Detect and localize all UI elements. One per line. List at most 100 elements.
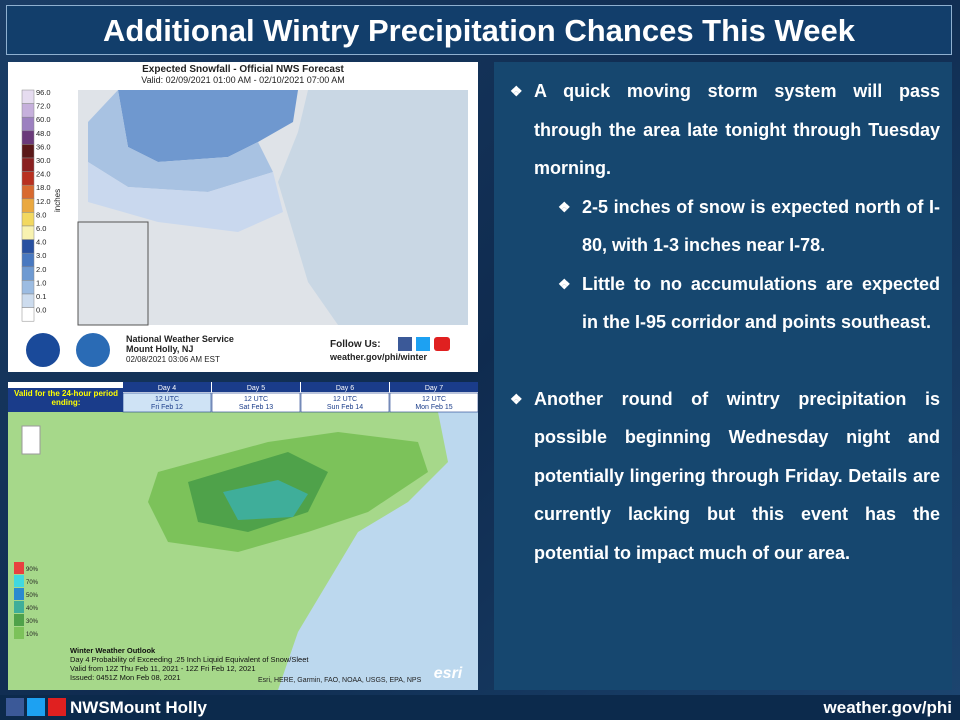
legend-swatch	[14, 627, 24, 639]
period-label: Valid for the 24-hour period ending:	[13, 389, 118, 407]
county-border	[77, 221, 149, 326]
legend-swatch	[21, 293, 35, 308]
caption-line: Winter Weather Outlook	[70, 646, 156, 655]
legend-swatch	[21, 116, 35, 132]
facebook-icon	[6, 698, 24, 716]
legend-swatch	[14, 601, 24, 613]
legend-label: 48.0	[36, 129, 51, 138]
legend-swatch	[21, 144, 35, 159]
day-time: 12 UTC	[155, 396, 179, 403]
bullet: ❖ A quick moving storm system will pass t…	[506, 72, 940, 188]
bullet-marker: ❖	[510, 390, 523, 407]
legend-label: 18.0	[36, 183, 51, 192]
nws-logo	[76, 333, 110, 367]
follow: Follow Us:	[330, 339, 381, 350]
legend-swatch	[21, 157, 35, 172]
caption-line: Issued: 0451Z Mon Feb 08, 2021	[70, 673, 181, 682]
legend-label: 36.0	[36, 142, 51, 151]
day-date: Fri Feb 12	[151, 404, 183, 411]
day-date: Sat Feb 13	[239, 404, 273, 411]
facebook-icon	[398, 337, 412, 351]
legend-label: 10%	[26, 632, 39, 638]
legend-swatch	[21, 184, 35, 200]
zoom-control[interactable]	[21, 425, 41, 455]
snow-trace-1	[88, 162, 283, 232]
legend-swatch	[21, 89, 35, 104]
url: weather.gov/phi/winter	[329, 352, 428, 362]
legend-swatch	[14, 575, 24, 587]
day-header	[123, 382, 211, 392]
legend-label: 6.0	[36, 224, 46, 233]
legend-label: 96.0	[36, 88, 51, 97]
day-header	[212, 382, 300, 392]
day-label: Day 5	[247, 385, 265, 392]
legend-swatch	[14, 562, 24, 574]
period-box	[8, 388, 123, 412]
legend-swatch	[21, 212, 35, 227]
day-date: Sun Feb 14	[327, 404, 363, 411]
legend-label: 3.0	[36, 251, 46, 260]
day-tab[interactable]	[389, 392, 478, 413]
legend-label: 90%	[26, 567, 39, 573]
bullet-text: A quick moving storm system will pass th…	[534, 81, 940, 178]
day-header	[390, 382, 478, 392]
day-tab[interactable]	[300, 392, 390, 413]
bullet: ❖ Little to no accumulations are expected…	[506, 265, 940, 342]
footer: NWSMount Holly weather.gov/phi	[0, 695, 960, 720]
bullet-marker: ❖	[558, 275, 571, 292]
footer-handle: NWSMount Holly	[70, 698, 207, 717]
twitter-icon	[416, 337, 430, 351]
outlook-map: Valid for the 24-hour period ending: Day…	[8, 382, 478, 690]
twitter-icon	[27, 698, 45, 716]
office: National Weather Service	[126, 334, 234, 344]
legend-label: 30.0	[36, 156, 51, 165]
legend: 90% 70% 50% 40% 30% 10%	[12, 558, 46, 640]
caption-line: Valid from 12Z Thu Feb 11, 2021 - 12Z Fr…	[70, 664, 256, 673]
legend: 96.0 72.0 60.0 48.0 36.0 30.0 24.0 18.0 12.0 8.0 6…	[21, 88, 51, 322]
legend-label: 24.0	[36, 170, 51, 179]
day-header	[301, 382, 389, 392]
youtube-icon	[48, 698, 66, 716]
location: Mount Holly, NJ	[126, 344, 193, 354]
day-time: 12 UTC	[333, 396, 357, 403]
day-label: Day 7	[425, 385, 443, 392]
noaa-logo	[26, 333, 60, 367]
legend-label: 2.0	[36, 265, 46, 274]
bullet-text: Another round of wintry precipitation is…	[534, 388, 940, 563]
youtube-icon	[434, 337, 450, 351]
day-date: Mon Feb 15	[415, 404, 452, 411]
day-time: 12 UTC	[244, 396, 268, 403]
legend-swatch	[21, 280, 35, 295]
prob-70	[223, 480, 308, 520]
snow-2-4	[118, 90, 298, 162]
bullet-text: Little to no accumulations are expected …	[582, 273, 940, 333]
legend-swatch	[21, 225, 35, 240]
bullet-marker: ❖	[558, 198, 571, 215]
bullet: ❖ 2-5 inches of snow is expected north of…	[506, 188, 940, 265]
snowfall-map: Expected Snowfall - Official NWS Forecas…	[8, 62, 478, 372]
credits: Esri, HERE, Garmin, FAO, NOAA, USGS, EPA…	[258, 677, 422, 684]
day-time: 12 UTC	[422, 396, 446, 403]
day-tab[interactable]	[211, 392, 301, 413]
legend-label: 72.0	[36, 102, 51, 111]
legend-swatch	[21, 252, 35, 268]
ocean	[278, 90, 468, 325]
legend-swatch	[14, 588, 24, 600]
legend-label: 60.0	[36, 115, 51, 124]
map-title: Expected Snowfall - Official NWS Forecas…	[142, 64, 344, 75]
esri-logo: esri	[434, 665, 463, 682]
legend-label: 4.0	[36, 238, 46, 247]
legend-swatch	[21, 171, 35, 186]
legend-swatch	[14, 614, 24, 626]
legend-label: 0.1	[36, 292, 46, 301]
legend-swatch	[21, 266, 35, 281]
bullet: ❖ Another round of wintry precipitation i…	[506, 380, 940, 573]
day-label: Day 6	[336, 385, 354, 392]
legend-unit: inches	[53, 189, 62, 212]
map-valid: Valid: 02/09/2021 01:00 AM - 02/10/2021 …	[141, 75, 344, 85]
legend-label: 50%	[26, 593, 39, 599]
day-tab[interactable]	[122, 392, 212, 413]
